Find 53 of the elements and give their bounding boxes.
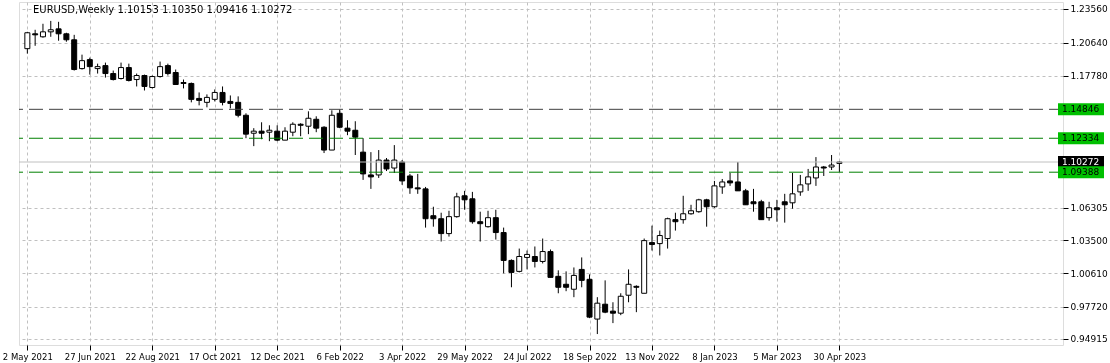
y-tick-label: 1.00610 bbox=[1070, 268, 1108, 279]
candlestick bbox=[609, 301, 616, 324]
candlestick bbox=[688, 204, 695, 216]
ref-line-label: 1.12334 bbox=[1062, 133, 1100, 144]
candlestick bbox=[766, 201, 773, 222]
x-tick-label: 8 Jan 2023 bbox=[692, 351, 738, 362]
candlestick bbox=[524, 250, 531, 270]
ref-line-label: 1.14846 bbox=[1062, 104, 1100, 115]
candlestick bbox=[805, 168, 812, 192]
candlestick bbox=[727, 172, 734, 187]
candlestick bbox=[812, 156, 819, 187]
x-tick-label: 18 Sep 2022 bbox=[563, 351, 617, 362]
x-tick-label: 5 Mar 2023 bbox=[753, 351, 802, 362]
y-tick-label: 0.97720 bbox=[1070, 302, 1108, 313]
candlestick bbox=[196, 91, 203, 106]
x-tick-label: 17 Oct 2021 bbox=[188, 351, 242, 362]
x-tick-label: 3 Apr 2022 bbox=[379, 351, 427, 362]
y-tick-label: 0.94915 bbox=[1070, 334, 1108, 345]
candlestick bbox=[242, 112, 249, 139]
x-tick-label: 29 May 2022 bbox=[437, 351, 493, 362]
x-tick-label: 6 Feb 2022 bbox=[316, 351, 364, 362]
candlestick bbox=[321, 125, 328, 154]
x-tick-label: 2 May 2021 bbox=[2, 351, 53, 362]
candlestick bbox=[617, 292, 624, 316]
x-tick-label: 13 Nov 2022 bbox=[625, 351, 680, 362]
ref-line-label: 1.09388 bbox=[1062, 167, 1100, 178]
candlestick bbox=[797, 174, 804, 197]
candlestick bbox=[445, 210, 452, 238]
y-tick-label: 1.03500 bbox=[1070, 235, 1108, 246]
candlestick bbox=[773, 199, 780, 223]
y-tick-label: 1.06305 bbox=[1070, 203, 1108, 214]
x-tick-label: 12 Dec 2021 bbox=[250, 351, 305, 362]
candlestick bbox=[570, 266, 577, 298]
candlestick bbox=[602, 279, 609, 314]
y-tick-label: 1.23560 bbox=[1070, 4, 1108, 15]
candlestick bbox=[531, 245, 538, 268]
candlestick bbox=[203, 93, 210, 108]
candlestick bbox=[367, 151, 374, 190]
x-tick-label: 30 Apr 2023 bbox=[813, 351, 867, 362]
y-tick-label: 1.17780 bbox=[1070, 71, 1108, 82]
candlestick bbox=[360, 137, 367, 181]
ref-line-label: 1.10272 bbox=[1062, 157, 1100, 168]
candlestick bbox=[563, 270, 570, 292]
candlestick bbox=[734, 161, 741, 192]
candlestick bbox=[648, 225, 655, 252]
candlestick bbox=[39, 23, 46, 39]
candlestick bbox=[399, 159, 406, 186]
y-tick-label: 1.20640 bbox=[1070, 38, 1108, 49]
x-tick-label: 27 Jun 2021 bbox=[64, 351, 116, 362]
x-tick-label: 24 Jul 2022 bbox=[503, 351, 552, 362]
x-tick-label: 22 Aug 2021 bbox=[125, 351, 180, 362]
chart-title: EURUSD,Weekly 1.10153 1.10350 1.09416 1.10272 bbox=[33, 4, 293, 15]
candlestick bbox=[406, 173, 413, 195]
